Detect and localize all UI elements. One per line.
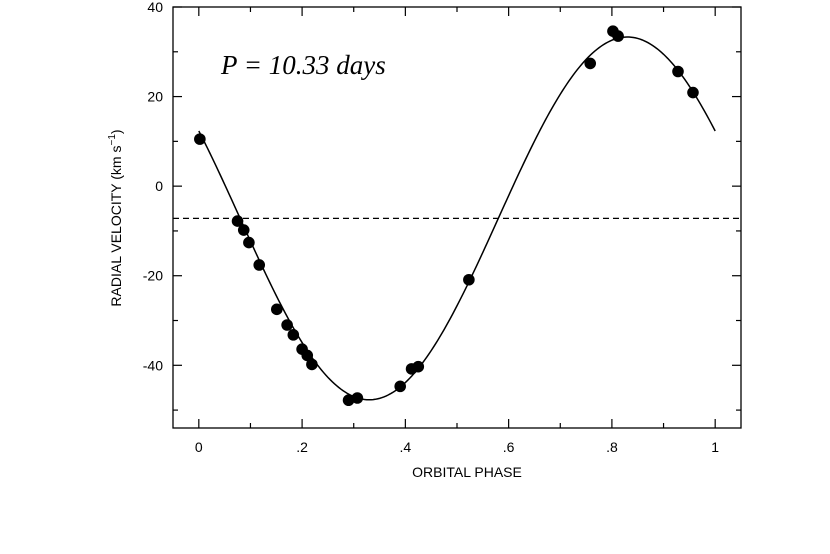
y-tick-labels: 40 20 0 -20 -40	[143, 0, 163, 373]
y-axis-title-main: RADIAL VELOCITY (km s	[108, 146, 124, 307]
x-tick-label: .6	[503, 439, 515, 455]
y-tick-label: 40	[147, 0, 163, 15]
y-tick-label: -40	[143, 357, 163, 373]
data-point	[394, 380, 407, 393]
x-tick-label: .8	[606, 439, 618, 455]
data-point	[306, 358, 318, 371]
period-annotation: P = 10.33 days	[220, 50, 386, 80]
x-tick-label: .4	[400, 439, 412, 455]
data-point	[243, 236, 255, 249]
data-point	[231, 215, 244, 227]
data-point	[270, 303, 283, 316]
data-point	[301, 349, 314, 362]
data-point	[687, 86, 699, 99]
y-axis-title: RADIAL VELOCITY (km s−1)	[107, 129, 124, 306]
x-tick-labels: 0 .2 .4 .6 .8 1	[195, 439, 719, 455]
tick-marks	[173, 6, 741, 428]
x-tick-label: .2	[296, 439, 308, 455]
data-point	[463, 273, 475, 286]
data-point	[194, 133, 206, 145]
data-point	[253, 259, 266, 271]
data-point	[351, 392, 364, 404]
y-axis-title-superscript: −1	[107, 134, 118, 146]
y-axis-title-close: )	[108, 129, 124, 134]
data-point	[672, 65, 684, 78]
data-point	[287, 329, 300, 341]
y-tick-label: -20	[143, 268, 163, 284]
orbit-curve	[198, 36, 716, 401]
x-tick-label: 0	[195, 439, 203, 455]
data-point	[342, 394, 355, 407]
observation-points	[194, 25, 699, 407]
y-tick-label: 0	[155, 178, 163, 194]
data-point	[237, 224, 250, 236]
x-axis-title: ORBITAL PHASE	[412, 464, 522, 480]
x-tick-label: 1	[711, 439, 719, 455]
data-point	[281, 319, 293, 331]
data-point	[584, 57, 597, 70]
data-point	[612, 30, 624, 42]
data-point	[412, 360, 425, 373]
y-tick-label: 20	[147, 89, 163, 105]
